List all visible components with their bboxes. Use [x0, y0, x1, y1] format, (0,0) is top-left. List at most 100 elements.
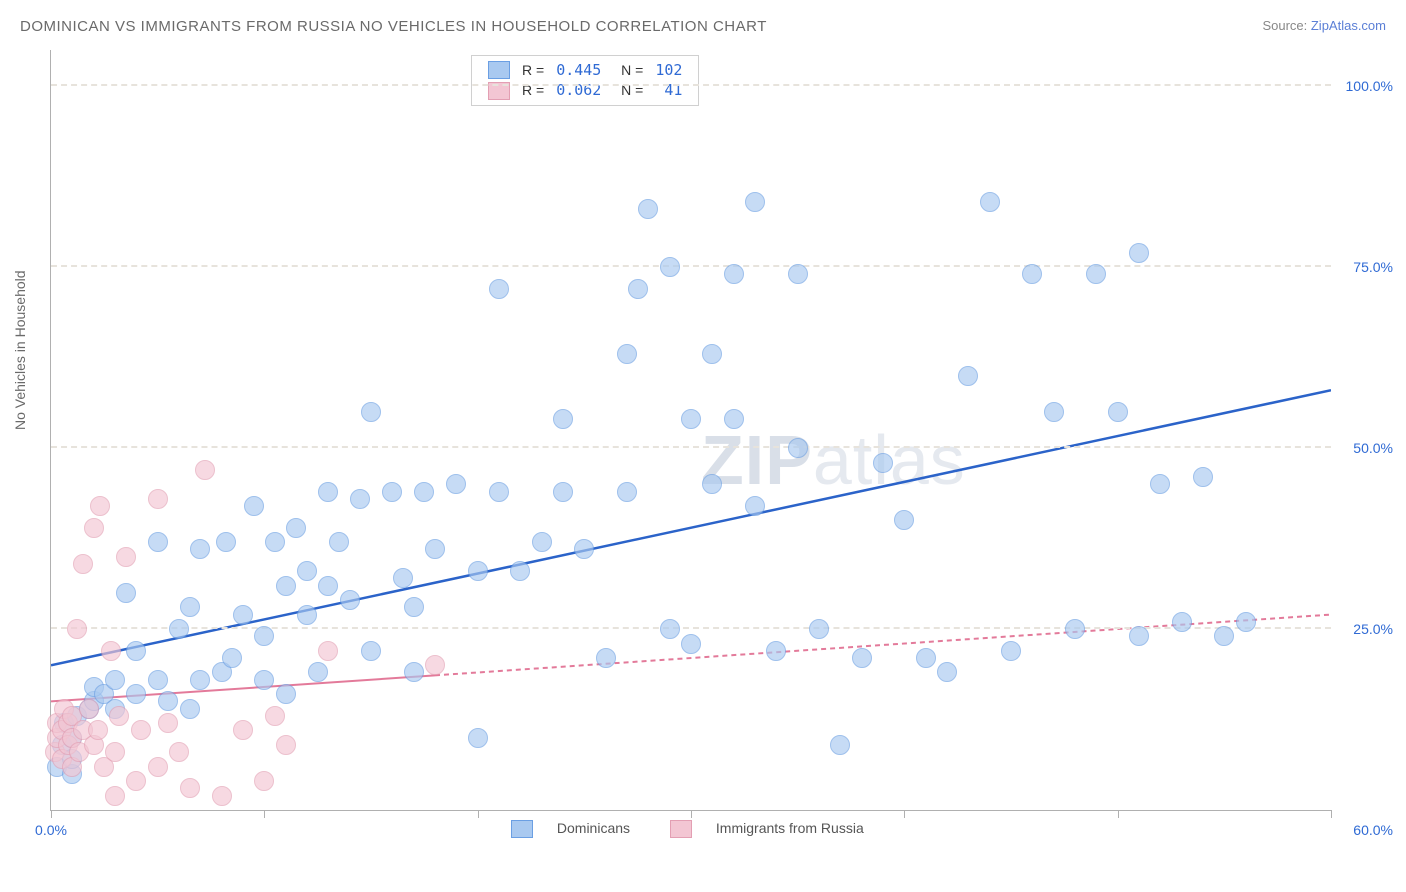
scatter-point: [190, 670, 210, 690]
scatter-point: [361, 402, 381, 422]
scatter-point: [131, 720, 151, 740]
scatter-point: [109, 706, 129, 726]
scatter-point: [222, 648, 242, 668]
scatter-point: [158, 691, 178, 711]
scatter-point: [446, 474, 466, 494]
scatter-point: [553, 409, 573, 429]
series-legend: Dominicans Immigrants from Russia: [511, 820, 904, 838]
scatter-point: [404, 597, 424, 617]
scatter-point: [617, 482, 637, 502]
scatter-point: [745, 192, 765, 212]
scatter-point: [212, 786, 232, 806]
scatter-point: [148, 532, 168, 552]
scatter-point: [1172, 612, 1192, 632]
scatter-point: [1044, 402, 1064, 422]
source-credit: Source: ZipAtlas.com: [1262, 18, 1386, 33]
r-value: 0.445: [550, 60, 607, 80]
legend-swatch: [488, 61, 510, 79]
x-tick: [478, 810, 479, 818]
scatter-point: [233, 720, 253, 740]
scatter-point: [318, 482, 338, 502]
scatter-point: [169, 742, 189, 762]
scatter-point: [873, 453, 893, 473]
scatter-point: [1129, 626, 1149, 646]
scatter-point: [116, 583, 136, 603]
scatter-point: [126, 771, 146, 791]
scatter-point: [702, 474, 722, 494]
scatter-point: [745, 496, 765, 516]
scatter-point: [340, 590, 360, 610]
scatter-point: [1129, 243, 1149, 263]
legend-swatch: [511, 820, 533, 838]
chart-title: DOMINICAN VS IMMIGRANTS FROM RUSSIA NO V…: [20, 18, 767, 35]
scatter-point: [297, 561, 317, 581]
scatter-point: [425, 539, 445, 559]
scatter-point: [105, 786, 125, 806]
scatter-point: [169, 619, 189, 639]
gridline: [51, 446, 1331, 448]
gridline: [51, 84, 1331, 86]
y-tick-label: 25.0%: [1353, 621, 1393, 637]
y-tick-label: 75.0%: [1353, 259, 1393, 275]
x-tick-label: 0.0%: [35, 822, 67, 838]
scatter-point: [788, 438, 808, 458]
scatter-point: [216, 532, 236, 552]
scatter-point: [1214, 626, 1234, 646]
x-tick: [264, 810, 265, 818]
scatter-point: [937, 662, 957, 682]
scatter-point: [254, 771, 274, 791]
scatter-point: [809, 619, 829, 639]
scatter-point: [318, 576, 338, 596]
scatter-point: [660, 619, 680, 639]
scatter-point: [84, 518, 104, 538]
scatter-point: [596, 648, 616, 668]
scatter-point: [158, 713, 178, 733]
scatter-point: [126, 684, 146, 704]
scatter-point: [766, 641, 786, 661]
scatter-point: [681, 409, 701, 429]
scatter-point: [1001, 641, 1021, 661]
scatter-point: [510, 561, 530, 581]
scatter-point: [244, 496, 264, 516]
stats-legend: R =0.445 N =102R =0.062 N = 41: [471, 55, 699, 106]
series-legend-label: Immigrants from Russia: [716, 820, 864, 836]
scatter-point: [254, 670, 274, 690]
x-tick: [904, 810, 905, 818]
scatter-point: [265, 532, 285, 552]
scatter-point: [1150, 474, 1170, 494]
scatter-point: [468, 728, 488, 748]
scatter-point: [617, 344, 637, 364]
source-label: Source:: [1262, 18, 1310, 33]
source-link[interactable]: ZipAtlas.com: [1311, 18, 1386, 33]
scatter-point: [116, 547, 136, 567]
y-axis-title: No Vehicles in Household: [12, 270, 28, 430]
scatter-point: [90, 496, 110, 516]
r-label: R =: [516, 60, 550, 80]
scatter-point: [489, 279, 509, 299]
scatter-point: [148, 757, 168, 777]
scatter-point: [628, 279, 648, 299]
scatter-point: [101, 641, 121, 661]
scatter-point: [254, 626, 274, 646]
scatter-point: [425, 655, 445, 675]
scatter-point: [958, 366, 978, 386]
scatter-point: [265, 706, 285, 726]
scatter-point: [1236, 612, 1256, 632]
scatter-point: [393, 568, 413, 588]
x-tick: [1118, 810, 1119, 818]
scatter-point: [553, 482, 573, 502]
n-value: 102: [649, 60, 688, 80]
scatter-point: [88, 720, 108, 740]
gridline: [51, 265, 1331, 267]
scatter-point: [276, 735, 296, 755]
scatter-point: [73, 554, 93, 574]
scatter-point: [830, 735, 850, 755]
scatter-point: [1065, 619, 1085, 639]
scatter-point: [1086, 264, 1106, 284]
watermark: ZIPatlas: [701, 420, 966, 500]
scatter-point: [180, 597, 200, 617]
scatter-point: [894, 510, 914, 530]
scatter-point: [126, 641, 146, 661]
scatter-point: [532, 532, 552, 552]
scatter-point: [308, 662, 328, 682]
